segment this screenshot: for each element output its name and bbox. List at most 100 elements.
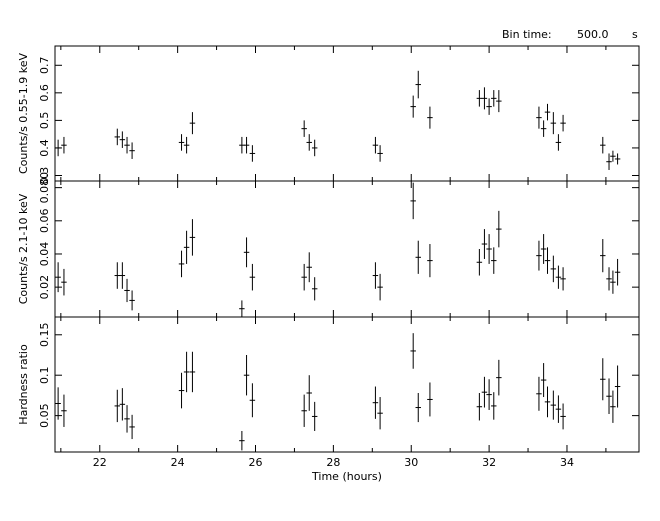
data-point-ratio xyxy=(544,386,551,418)
data-point-soft xyxy=(560,114,566,132)
data-point-ratio xyxy=(124,405,130,433)
data-point-hard xyxy=(486,234,492,264)
y-tick-label-hard: 0.080 xyxy=(38,172,51,204)
x-tick-label: 26 xyxy=(249,456,263,469)
y-tick-label-soft: 0.5 xyxy=(38,112,51,130)
data-point-ratio xyxy=(555,395,562,423)
data-point-hard xyxy=(243,237,250,268)
data-point-ratio xyxy=(301,394,307,427)
data-point-soft xyxy=(496,90,502,113)
data-point-hard xyxy=(55,262,61,293)
y-tick-label-soft: 0.6 xyxy=(38,84,51,102)
data-point-soft xyxy=(61,136,67,154)
data-point-soft xyxy=(306,134,312,151)
y-axis-title-hard: Counts/s 2.1-10 keV xyxy=(17,193,30,304)
data-point-hard xyxy=(481,229,488,259)
data-point-soft xyxy=(614,153,621,165)
data-point-ratio xyxy=(61,394,67,427)
data-point-hard xyxy=(491,247,497,274)
y-axis-title-ratio: Hardness ratio xyxy=(17,344,30,425)
data-point-ratio xyxy=(189,351,196,393)
data-point-soft xyxy=(410,95,416,118)
data-point-hard xyxy=(189,219,196,256)
data-point-hard xyxy=(61,268,67,296)
data-point-ratio xyxy=(600,358,606,401)
data-point-ratio xyxy=(410,333,416,369)
x-tick-label: 22 xyxy=(93,456,107,469)
data-point-soft xyxy=(600,136,606,154)
data-point-soft xyxy=(119,131,126,148)
data-point-hard xyxy=(496,210,502,248)
data-point-hard xyxy=(372,262,379,289)
y-axis-title-soft: Counts/s 0.55-1.9 keV xyxy=(17,53,30,175)
data-point-soft xyxy=(606,153,612,170)
data-point-soft xyxy=(491,90,497,107)
data-point-ratio xyxy=(550,390,557,420)
data-point-hard xyxy=(476,249,483,276)
data-point-soft xyxy=(540,120,547,137)
data-point-ratio xyxy=(496,359,502,396)
data-point-hard xyxy=(301,263,307,291)
data-point-ratio xyxy=(243,354,250,396)
data-point-hard xyxy=(544,247,551,274)
data-point-soft xyxy=(555,134,562,151)
data-point-hard xyxy=(306,252,312,283)
data-point-soft xyxy=(55,139,61,157)
x-axis: 22 24 26 28 30 32 34 Time (hours) xyxy=(93,456,574,483)
data-point-hard xyxy=(178,250,185,278)
x-axis-title: Time (hours) xyxy=(311,470,382,483)
data-point-soft xyxy=(301,120,307,137)
data-point-soft xyxy=(486,98,492,115)
data-point-ratio xyxy=(239,430,245,451)
data-point-hard xyxy=(410,182,416,220)
data-point-soft xyxy=(481,87,488,110)
y-tick-label-hard: 0.04 xyxy=(38,242,51,267)
y-tick-label-hard: 0.02 xyxy=(38,275,51,300)
data-point-ratio xyxy=(183,351,190,393)
x-tick-label: 30 xyxy=(404,456,418,469)
panel-soft: 0.3 0.4 0.5 0.6 0.7 Counts/s 0.55-1.9 keV xyxy=(17,45,640,185)
data-point-ratio xyxy=(486,379,492,410)
data-point-soft xyxy=(372,136,379,154)
data-point-ratio xyxy=(372,386,379,419)
data-point-hard xyxy=(600,239,606,273)
data-point-hard xyxy=(540,234,547,264)
data-point-hard xyxy=(427,244,433,278)
panel-hard: 0.02 0.04 0.06 0.080 Counts/s 2.1-10 keV xyxy=(17,172,640,318)
data-point-ratio xyxy=(415,392,421,423)
data-point-ratio xyxy=(610,390,616,423)
x-tick-label: 34 xyxy=(560,456,574,469)
data-point-hard xyxy=(606,267,612,291)
data-point-soft xyxy=(610,150,616,162)
data-point-ratio xyxy=(606,378,612,415)
data-point-hard xyxy=(311,277,318,301)
data-point-ratio xyxy=(540,363,547,398)
data-point-ratio xyxy=(306,375,312,411)
data-point-ratio xyxy=(119,388,126,421)
data-point-hard xyxy=(555,265,562,289)
data-point-ratio xyxy=(129,414,135,440)
panel-frame-ratio xyxy=(54,316,640,453)
data-point-soft xyxy=(114,128,121,146)
data-point-ratio xyxy=(55,387,61,420)
data-point-ratio xyxy=(614,365,621,408)
data-point-hard xyxy=(610,270,616,294)
panel-frame-hard xyxy=(54,180,640,318)
y-tick-label-ratio: 0.15 xyxy=(38,323,51,348)
data-point-ratio xyxy=(476,392,483,421)
data-point-soft xyxy=(239,136,245,154)
bin-time-label: Bin time: xyxy=(502,28,552,41)
data-point-hard xyxy=(249,263,256,291)
data-point-soft xyxy=(243,136,250,154)
data-point-hard xyxy=(377,273,383,301)
data-point-ratio xyxy=(249,383,256,418)
bin-time-value: 500.0 xyxy=(577,28,609,41)
data-point-hard xyxy=(550,255,557,283)
x-tick-label: 24 xyxy=(171,456,185,469)
data-point-soft xyxy=(415,70,421,99)
data-point-soft xyxy=(183,136,190,154)
y-tick-label-soft: 0.3 xyxy=(38,167,51,185)
y-tick-label-soft: 0.4 xyxy=(38,139,51,157)
data-point-hard xyxy=(239,300,245,317)
data-point-soft xyxy=(377,145,383,162)
